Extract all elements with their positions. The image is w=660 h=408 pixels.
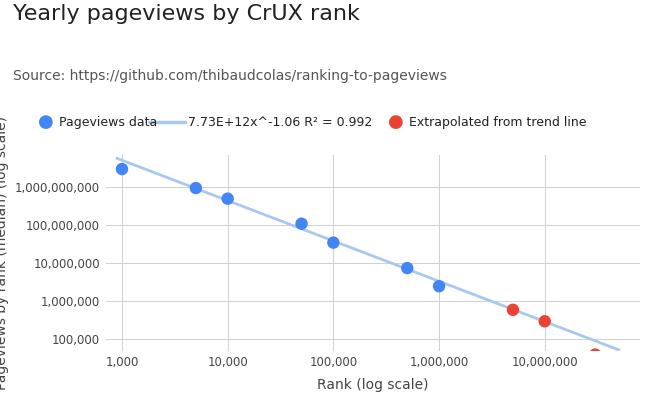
X-axis label: Rank (log scale): Rank (log scale) (317, 378, 428, 392)
Point (434, 283, 444, 290)
Text: Pageviews data: Pageviews data (59, 116, 158, 129)
Point (590, 351, 601, 358)
Text: Extrapolated from trend line: Extrapolated from trend line (409, 116, 587, 129)
Point (539, 318, 550, 324)
Text: 7.73E+12x^-1.06 R² = 0.992: 7.73E+12x^-1.06 R² = 0.992 (188, 116, 372, 129)
Text: Yearly pageviews by CrUX rank: Yearly pageviews by CrUX rank (13, 4, 360, 24)
Point (117, 166, 127, 172)
Text: ●: ● (388, 113, 404, 131)
Point (328, 239, 339, 246)
Point (296, 220, 307, 227)
Point (191, 185, 201, 191)
Y-axis label: Pageviews by rank (median) (log scale): Pageviews by rank (median) (log scale) (0, 116, 9, 390)
Text: Source: https://github.com/thibaudcolas/ranking-to-pageviews: Source: https://github.com/thibaudcolas/… (13, 69, 447, 83)
Text: ●: ● (38, 113, 54, 131)
Point (402, 265, 412, 271)
Point (222, 195, 233, 202)
Point (508, 306, 518, 313)
